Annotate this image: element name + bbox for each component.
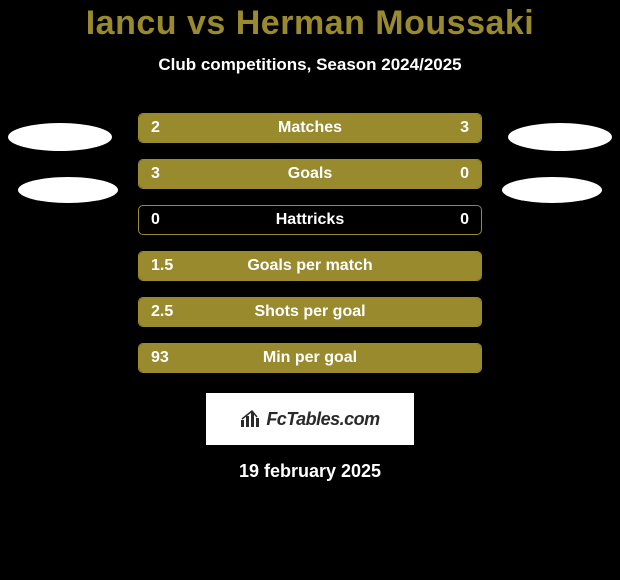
logo: FcTables.com xyxy=(240,409,379,430)
stat-bar: 1.5Goals per match xyxy=(138,251,482,281)
stat-bar: 30Goals xyxy=(138,159,482,189)
logo-text: FcTables.com xyxy=(266,409,379,430)
date-label: 19 february 2025 xyxy=(0,461,620,482)
page-title: Iancu vs Herman Moussaki xyxy=(0,4,620,43)
stat-row: 2.5Shots per goal xyxy=(0,297,620,343)
logo-box: FcTables.com xyxy=(206,393,414,445)
stat-label: Hattricks xyxy=(139,211,481,229)
subtitle: Club competitions, Season 2024/2025 xyxy=(0,55,620,75)
stat-row: 00Hattricks xyxy=(0,205,620,251)
stats-list: 23Matches 30Goals 00Hattricks 1.5Goals per … xyxy=(0,113,620,389)
comparison-card: Iancu vs Herman Moussaki Club competitio… xyxy=(0,0,620,482)
stat-row: 1.5Goals per match xyxy=(0,251,620,297)
stat-bar: 23Matches xyxy=(138,113,482,143)
stat-label: Min per goal xyxy=(139,349,481,367)
stat-row: 30Goals xyxy=(0,159,620,205)
stat-label: Shots per goal xyxy=(139,303,481,321)
stat-label: Goals xyxy=(139,165,481,183)
stat-label: Goals per match xyxy=(139,257,481,275)
stat-row: 93Min per goal xyxy=(0,343,620,389)
stat-row: 23Matches xyxy=(0,113,620,159)
stat-label: Matches xyxy=(139,119,481,137)
stat-bar: 93Min per goal xyxy=(138,343,482,373)
stat-bar: 00Hattricks xyxy=(138,205,482,235)
stat-bar: 2.5Shots per goal xyxy=(138,297,482,327)
chart-icon xyxy=(240,410,262,428)
